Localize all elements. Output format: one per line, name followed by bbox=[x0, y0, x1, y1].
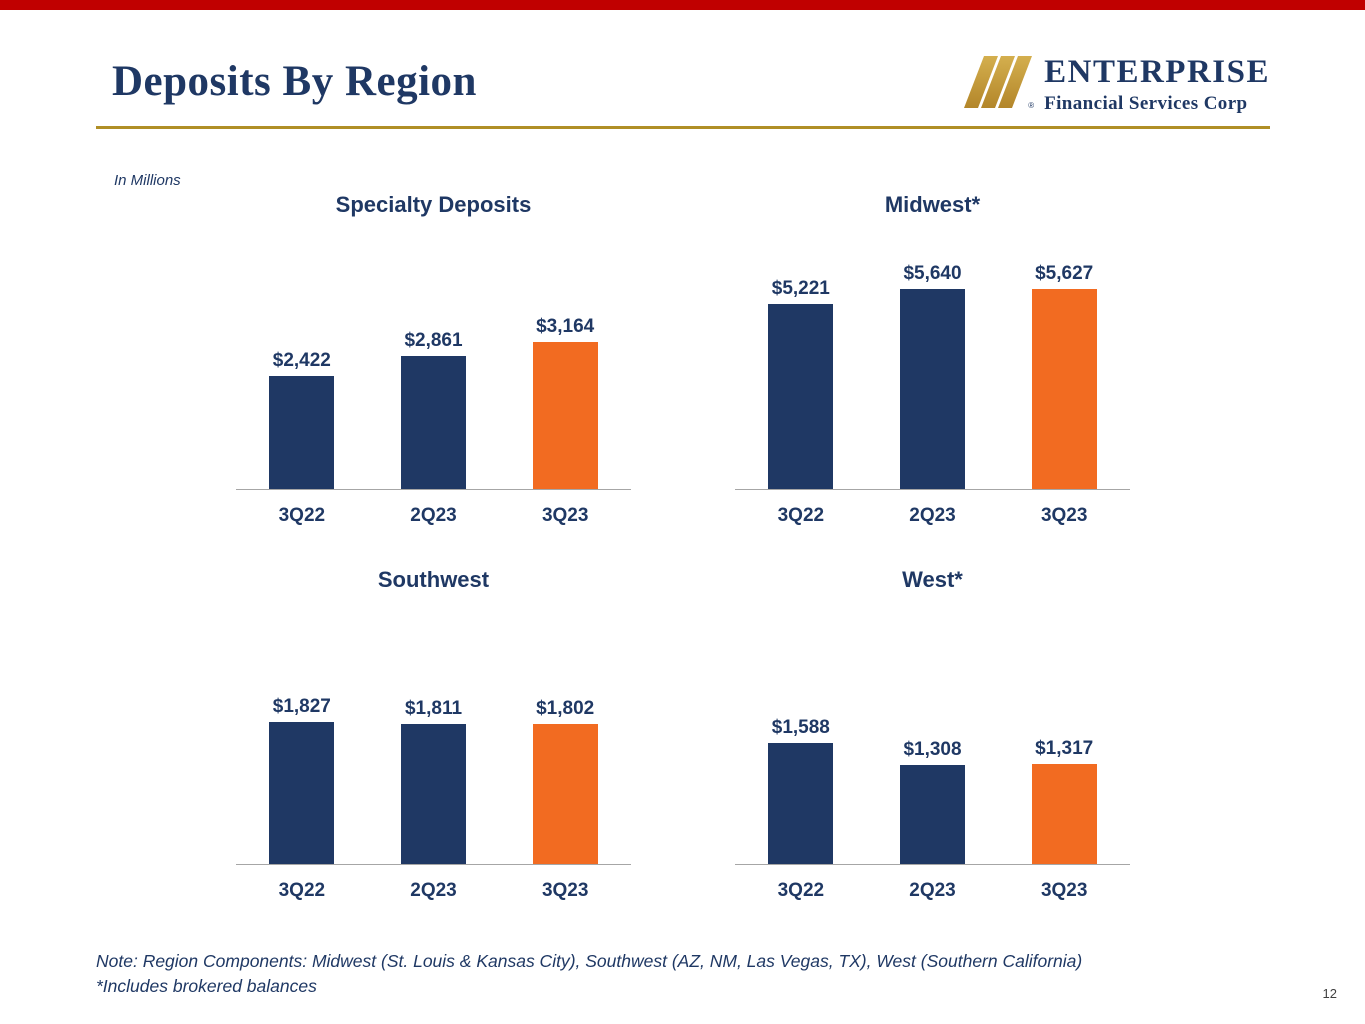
bar-2q23 bbox=[401, 724, 466, 864]
category-label: 2Q23 bbox=[909, 880, 956, 901]
category-label: 3Q23 bbox=[541, 505, 589, 526]
chart-west: West* $1,588 $1,308 $1,317 3Q22 2Q23 3Q2… bbox=[735, 567, 1130, 905]
bar-column: $5,640 bbox=[867, 263, 999, 489]
page-title: Deposits By Region bbox=[112, 58, 477, 105]
bar-2q23 bbox=[401, 356, 466, 489]
chart-southwest: Southwest $1,827 $1,811 $1,802 3Q22 2Q23… bbox=[236, 567, 631, 905]
bar-value-label: $1,308 bbox=[903, 739, 962, 760]
footnote-line-1: Note: Region Components: Midwest (St. Lo… bbox=[96, 951, 1083, 971]
bar-column: $1,588 bbox=[735, 717, 867, 864]
logo-text: ENTERPRISE Financial Services Corp bbox=[1044, 56, 1270, 115]
footnote-line-2: *Includes brokered balances bbox=[96, 975, 317, 996]
chart-title: Midwest* bbox=[884, 192, 981, 217]
category-label: 2Q23 bbox=[909, 505, 956, 526]
plot-area: $2,422 $2,861 $3,164 bbox=[236, 316, 631, 490]
bar-value-label: $1,802 bbox=[536, 698, 595, 719]
units-note: In Millions bbox=[114, 172, 181, 189]
chart-midwest: Midwest* $5,221 $5,640 $5,627 3Q22 2Q23 … bbox=[735, 192, 1130, 530]
category-label: 3Q23 bbox=[1040, 880, 1088, 901]
logo-tagline: Financial Services Corp bbox=[1044, 93, 1248, 114]
bar-3q23 bbox=[1031, 764, 1097, 864]
bar-value-label: $1,811 bbox=[404, 698, 463, 719]
bar-2q23 bbox=[900, 289, 965, 489]
bar-value-label: $5,221 bbox=[771, 278, 830, 299]
bar-column: $1,308 bbox=[867, 739, 999, 864]
bar-value-label: $1,827 bbox=[272, 696, 331, 717]
bar-value-label: $5,627 bbox=[1035, 263, 1094, 284]
bar-column: $5,627 bbox=[998, 263, 1130, 489]
category-label: 3Q23 bbox=[1040, 505, 1088, 526]
category-label: 3Q22 bbox=[777, 880, 825, 901]
x-axis-labels: 3Q22 2Q23 3Q23 bbox=[236, 880, 631, 902]
bar-column: $2,861 bbox=[368, 330, 500, 489]
category-label: 3Q22 bbox=[777, 505, 825, 526]
bar-value-label: $2,861 bbox=[404, 330, 463, 351]
bar-3q23 bbox=[1031, 289, 1097, 489]
chart-title: Southwest bbox=[377, 567, 490, 592]
bar-value-label: $1,588 bbox=[771, 717, 830, 738]
plot-area: $5,221 $5,640 $5,627 bbox=[735, 263, 1130, 490]
x-axis-labels: 3Q22 2Q23 3Q23 bbox=[735, 505, 1130, 527]
category-label: 2Q23 bbox=[410, 880, 457, 901]
company-logo: ® ENTERPRISE Financial Services Corp bbox=[964, 56, 1270, 115]
category-label: 3Q22 bbox=[278, 505, 326, 526]
enterprise-logo-icon: ® bbox=[964, 56, 1035, 110]
bar-column: $3,164 bbox=[499, 316, 631, 489]
bar-value-label: $3,164 bbox=[536, 316, 595, 337]
bar-3q22 bbox=[768, 743, 834, 864]
chart-title: Specialty Deposits bbox=[335, 192, 532, 217]
page-number: 12 bbox=[1322, 986, 1337, 1001]
top-accent-strip bbox=[0, 0, 1365, 10]
bar-column: $1,811 bbox=[368, 698, 500, 864]
footnote: Note: Region Components: Midwest (St. Lo… bbox=[96, 949, 1082, 998]
bar-3q22 bbox=[269, 376, 335, 489]
bar-column: $1,802 bbox=[499, 698, 631, 864]
logo-company-name: ENTERPRISE bbox=[1044, 54, 1270, 90]
x-axis-labels: 3Q22 2Q23 3Q23 bbox=[735, 880, 1130, 902]
bar-value-label: $5,640 bbox=[903, 263, 962, 284]
x-axis-labels: 3Q22 2Q23 3Q23 bbox=[236, 505, 631, 527]
category-label: 2Q23 bbox=[410, 505, 457, 526]
chart-specialty-deposits: Specialty Deposits $2,422 $2,861 $3,164 … bbox=[236, 192, 631, 530]
bar-value-label: $2,422 bbox=[272, 350, 331, 371]
plot-area: $1,827 $1,811 $1,802 bbox=[236, 696, 631, 865]
chart-title: West* bbox=[902, 567, 963, 592]
bar-3q23 bbox=[532, 342, 598, 489]
plot-area: $1,588 $1,308 $1,317 bbox=[735, 712, 1130, 865]
registered-trademark: ® bbox=[1028, 101, 1035, 110]
bar-3q22 bbox=[269, 722, 335, 864]
category-label: 3Q22 bbox=[278, 880, 326, 901]
bar-column: $5,221 bbox=[735, 278, 867, 489]
bar-3q23 bbox=[532, 724, 598, 864]
bar-2q23 bbox=[900, 765, 965, 864]
bar-column: $2,422 bbox=[236, 350, 368, 489]
bar-column: $1,317 bbox=[998, 738, 1130, 864]
bar-3q22 bbox=[768, 304, 834, 489]
gold-divider-rule bbox=[96, 126, 1270, 129]
bar-column: $1,827 bbox=[236, 696, 368, 864]
category-label: 3Q23 bbox=[541, 880, 589, 901]
bar-value-label: $1,317 bbox=[1035, 738, 1094, 759]
